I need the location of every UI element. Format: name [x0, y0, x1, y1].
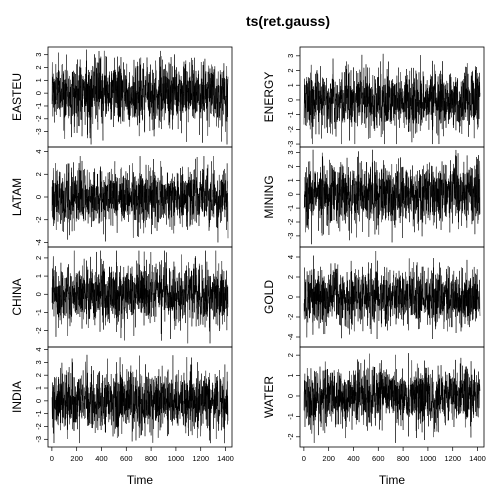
x-tick-label: 600	[120, 454, 133, 463]
y-tick-label: -2	[34, 423, 43, 430]
y-tick-label: 0	[286, 295, 295, 299]
y-tick-label: 1	[34, 78, 43, 82]
y-axis-label-gold: GOLD	[262, 280, 276, 314]
series-line-energy	[303, 53, 481, 145]
y-tick-label: -2	[286, 219, 295, 226]
y-tick-label: 0	[34, 399, 43, 403]
x-tick-label: 1400	[469, 454, 486, 463]
x-tick-label: 200	[322, 454, 335, 463]
y-tick-label: 1	[34, 386, 43, 390]
y-tick-label: 2	[286, 353, 295, 357]
panel-water: -2 -1 0 1 2 WATER 0 200 400 600 800 1000 1200 1400	[262, 346, 486, 463]
x-tick-label: 800	[397, 454, 410, 463]
y-tick-label: 0	[286, 394, 295, 398]
y-tick-label: 2	[34, 65, 43, 69]
y-tick-label: 3	[34, 53, 43, 57]
x-tick-label: 400	[347, 454, 360, 463]
series-line-china	[51, 250, 229, 344]
y-tick-label: 2	[286, 164, 295, 168]
panel-china: -2 -1 0 1 2 CHINA	[10, 246, 233, 348]
y-tick-label: 1	[286, 373, 295, 377]
panel-india: -3 -2 -1 0 1 2 3 4 INDIA 0 200 400 600 800 1000 1200 140…	[10, 346, 234, 463]
y-tick-label: 4	[34, 149, 43, 153]
y-tick-label: 1	[34, 274, 43, 278]
panel-easteu: -3 -2 -1 0 1 2 3 EASTEU	[10, 46, 233, 148]
x-tick-label: 0	[50, 454, 54, 463]
y-axis-label-energy: ENERGY	[262, 72, 276, 123]
panel-energy: -3 -2 -1 0 1 2 3 ENERGY	[262, 46, 485, 148]
y-tick-label: -3	[34, 436, 43, 443]
series-line-latam	[51, 155, 229, 243]
panel-frame	[299, 346, 485, 448]
y-tick-label: -1	[34, 309, 43, 316]
y-axis-label-mining: MINING	[262, 175, 276, 218]
y-tick-label: -3	[34, 128, 43, 135]
series-line-easteu	[51, 49, 229, 145]
y-tick-label: 4	[34, 347, 43, 351]
y-tick-label: 0	[286, 192, 295, 196]
y-tick-label: -2	[34, 216, 43, 223]
y-tick-label: -2	[286, 126, 295, 133]
series-line-water	[303, 352, 481, 444]
x-tick-label: 1400	[217, 454, 234, 463]
y-tick-label: -3	[286, 233, 295, 240]
x-axis-label-right: Time	[379, 473, 406, 487]
figure-title: ts(ret.gauss)	[246, 13, 330, 29]
x-tick-label: 1200	[444, 454, 461, 463]
panel-mining: -3 -2 -1 0 1 2 3 MINING	[262, 146, 485, 248]
panel-latam: -4 -2 0 2 4 LATAM	[10, 146, 233, 248]
y-axis-label-china: CHINA	[10, 278, 24, 315]
y-tick-label: 2	[34, 256, 43, 260]
y-tick-label: -1	[286, 413, 295, 420]
x-tick-label: 400	[95, 454, 108, 463]
x-tick-label: 0	[302, 454, 306, 463]
y-tick-label: 3	[286, 54, 295, 58]
y-tick-label: 1	[286, 178, 295, 182]
y-tick-label: -1	[34, 410, 43, 417]
x-tick-label: 1000	[168, 454, 185, 463]
y-tick-label: 3	[286, 150, 295, 154]
y-tick-label: -4	[286, 334, 295, 341]
x-axis-label-left: Time	[127, 473, 154, 487]
y-tick-label: -3	[286, 141, 295, 148]
y-tick-label: 0	[34, 91, 43, 95]
x-tick-label: 200	[70, 454, 83, 463]
y-tick-label: 2	[286, 275, 295, 279]
x-tick-label: 1200	[192, 454, 209, 463]
y-tick-label: -1	[34, 103, 43, 110]
y-axis-label-water: WATER	[262, 376, 276, 418]
panels-group: -3 -2 -1 0 1 2 3 EASTEU -4 -2 0 2 4 LATAM -2 -1 0 1 2 CHINA…	[10, 46, 486, 463]
y-tick-label: 0	[34, 195, 43, 199]
y-tick-label: -1	[286, 111, 295, 118]
y-tick-label: -4	[34, 239, 43, 246]
y-tick-label: -2	[286, 433, 295, 440]
y-axis-label-india: INDIA	[10, 381, 24, 413]
x-tick-label: 1000	[420, 454, 437, 463]
panel-frame	[47, 346, 233, 448]
y-tick-label: -2	[34, 327, 43, 334]
series-line-india	[51, 354, 229, 444]
series-line-mining	[303, 149, 481, 245]
panel-gold: -4 -2 0 2 4 GOLD	[262, 246, 485, 348]
y-tick-label: 0	[286, 98, 295, 102]
y-tick-label: 2	[286, 68, 295, 72]
series-line-gold	[303, 250, 481, 340]
y-tick-label: 2	[34, 172, 43, 176]
y-tick-label: -2	[34, 115, 43, 122]
x-tick-label: 800	[145, 454, 158, 463]
y-tick-label: 4	[286, 255, 295, 259]
y-tick-label: 0	[34, 292, 43, 296]
x-tick-label: 600	[372, 454, 385, 463]
y-tick-label: 1	[286, 83, 295, 87]
y-tick-label: -2	[286, 314, 295, 321]
y-tick-label: 2	[34, 373, 43, 377]
y-tick-label: -1	[286, 205, 295, 212]
y-axis-label-easteu: EASTEU	[10, 73, 24, 121]
y-axis-label-latam: LATAM	[10, 178, 24, 216]
y-tick-label: 3	[34, 360, 43, 364]
